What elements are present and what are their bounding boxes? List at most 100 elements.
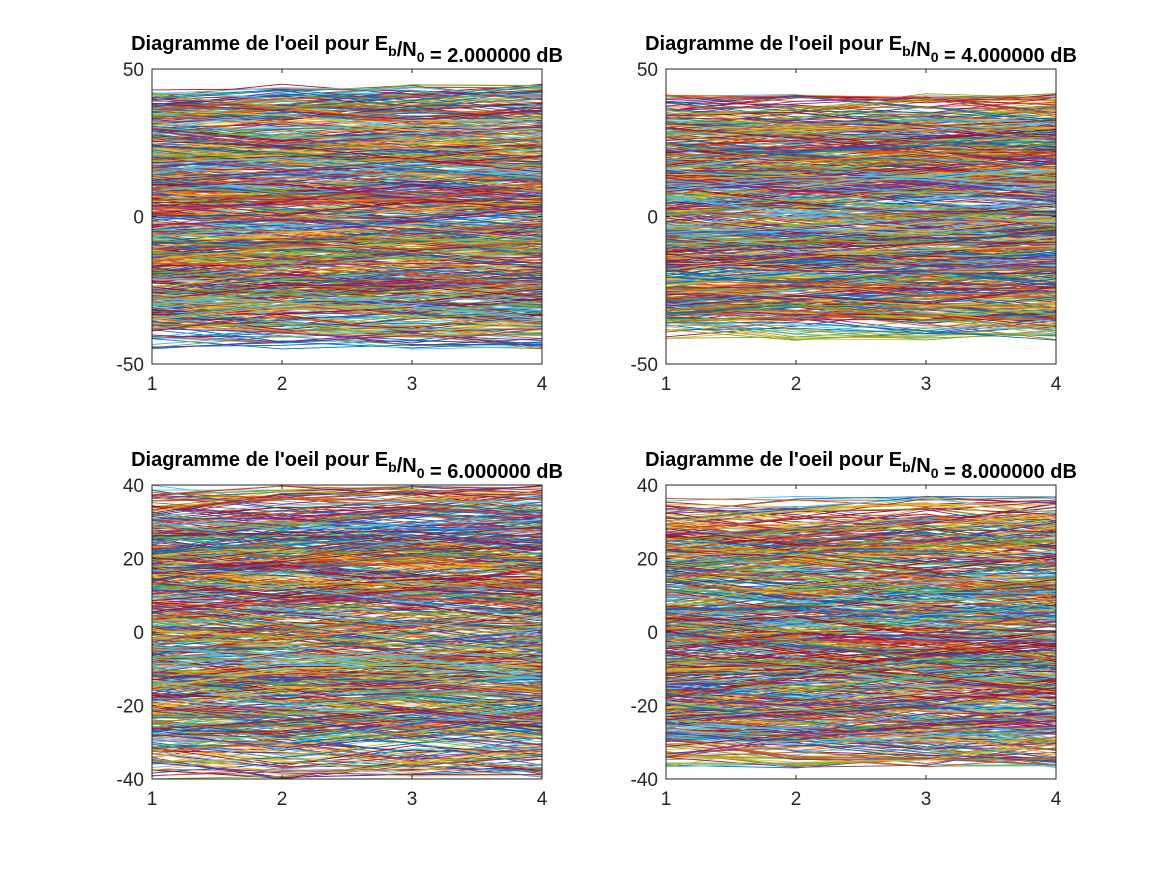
eye-trace [152, 745, 542, 767]
eye-trace [666, 287, 1056, 309]
eye-trace [666, 616, 1056, 637]
eye-trace [152, 627, 542, 649]
eye-trace [666, 508, 1056, 549]
eye-traces [666, 495, 1056, 769]
eye-trace [152, 547, 542, 571]
eye-trace [666, 279, 1056, 296]
eye-trace [666, 329, 1056, 341]
eye-trace [152, 163, 542, 193]
eye-trace [152, 584, 542, 620]
y-tick-label: -50 [117, 355, 144, 376]
eye-trace [152, 716, 542, 740]
eye-trace [666, 150, 1056, 172]
eye-trace [152, 747, 542, 769]
eye-trace [152, 527, 542, 561]
eye-trace [666, 244, 1056, 287]
eye-trace [666, 205, 1056, 228]
eye-trace [152, 103, 542, 121]
eye-trace [152, 630, 542, 656]
eye-trace [666, 531, 1056, 556]
eye-traces [152, 83, 542, 350]
eye-trace [152, 310, 542, 327]
eye-trace [666, 651, 1056, 674]
eye-trace [152, 609, 542, 638]
eye-trace [666, 592, 1056, 603]
eye-trace [152, 183, 542, 209]
eye-trace [666, 253, 1056, 268]
y-tick-label: -50 [631, 355, 658, 376]
eye-trace [666, 127, 1056, 164]
eye-trace [666, 637, 1056, 660]
eye-trace [666, 634, 1056, 667]
eye-trace [152, 670, 542, 710]
x-tick-label: 3 [407, 789, 418, 810]
eye-trace [666, 728, 1056, 746]
eye-trace [666, 733, 1056, 766]
title-segment: Diagramme de l'oeil pour E [645, 33, 902, 55]
eye-trace [666, 170, 1056, 198]
eye-trace [666, 742, 1056, 768]
eye-trace [152, 561, 542, 585]
eye-trace [666, 289, 1056, 310]
eye-trace [666, 218, 1056, 234]
eye-trace [666, 689, 1056, 729]
eye-trace [152, 120, 542, 132]
eye-trace [666, 123, 1056, 151]
eye-trace [152, 724, 542, 737]
eye-trace [666, 588, 1056, 618]
eye-trace [152, 718, 542, 737]
eye-trace [666, 296, 1056, 315]
y-tick-label: -20 [117, 697, 144, 718]
x-tick-label: 1 [661, 789, 672, 810]
eye-trace [666, 204, 1056, 216]
title-segment: /N [911, 39, 931, 61]
eye-trace [666, 700, 1056, 738]
eye-trace [152, 262, 542, 289]
eye-trace [666, 302, 1056, 326]
eye-trace [666, 738, 1056, 761]
eye-trace [152, 526, 542, 564]
eye-trace [666, 303, 1056, 318]
eye-trace [666, 229, 1056, 253]
eye-trace [152, 287, 542, 301]
eye-trace [152, 231, 542, 249]
eye-trace [666, 594, 1056, 613]
title-subscript: b [902, 43, 911, 59]
eye-trace [152, 680, 542, 709]
eye-trace [666, 93, 1056, 115]
eye-trace [666, 540, 1056, 558]
eye-trace [152, 612, 542, 631]
y-tick-label: 40 [637, 476, 658, 497]
eye-trace [666, 185, 1056, 202]
x-tick-label: 4 [1051, 374, 1062, 395]
eye-trace [666, 585, 1056, 612]
eye-trace [152, 563, 542, 594]
eye-trace [666, 109, 1056, 115]
eye-trace [152, 643, 542, 680]
eye-trace [152, 582, 542, 620]
eye-trace [666, 698, 1056, 734]
title-segment: = 8.000000 dB [938, 461, 1076, 483]
eye-trace [666, 231, 1056, 264]
eye-trace [666, 271, 1056, 284]
eye-trace [666, 736, 1056, 760]
eye-trace [666, 573, 1056, 596]
eye-trace [152, 178, 542, 194]
eye-trace [152, 535, 542, 555]
eye-trace [152, 517, 542, 531]
eye-trace [666, 327, 1056, 336]
title-subscript: 0 [417, 465, 425, 481]
eye-trace [152, 720, 542, 740]
eye-trace [152, 293, 542, 330]
eye-trace [666, 663, 1056, 696]
eye-trace [666, 610, 1056, 664]
eye-trace [152, 714, 542, 728]
eye-trace [152, 567, 542, 609]
y-tick-label: -40 [117, 770, 144, 791]
eye-trace [152, 335, 542, 350]
eye-trace [152, 284, 542, 301]
eye-trace [152, 720, 542, 756]
